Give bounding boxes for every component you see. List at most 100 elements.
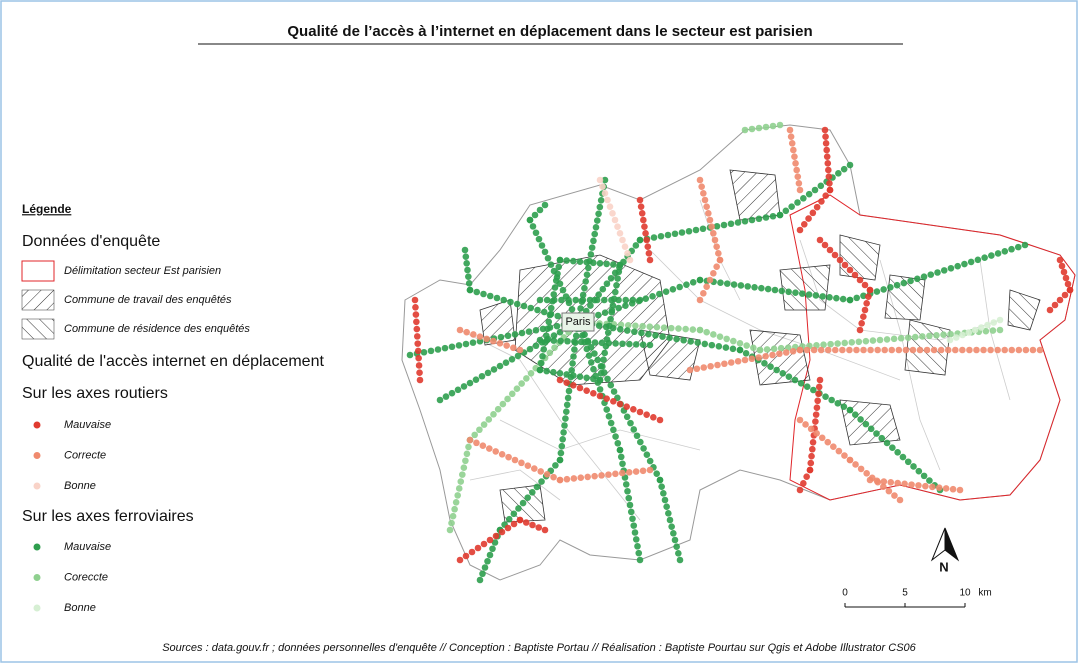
- survey-point: [1056, 256, 1064, 264]
- survey-point: [413, 325, 421, 333]
- survey-point: [860, 292, 867, 300]
- survey-point: [596, 176, 604, 184]
- survey-point: [678, 229, 686, 236]
- survey-point: [556, 370, 564, 377]
- survey-point: [485, 445, 493, 452]
- survey-point: [463, 328, 470, 336]
- survey-point: [634, 542, 641, 550]
- survey-point: [816, 236, 824, 244]
- survey-point: [476, 576, 484, 584]
- survey-point: [907, 277, 914, 285]
- survey-point: [841, 261, 849, 269]
- survey-point: [505, 453, 512, 461]
- survey-point: [504, 524, 512, 532]
- survey-point: [800, 220, 808, 228]
- survey-point: [701, 340, 709, 348]
- survey-point: [610, 426, 617, 434]
- survey-point: [479, 570, 486, 578]
- legend-dot: [33, 604, 41, 612]
- survey-point: [881, 346, 889, 354]
- survey-point: [1066, 286, 1074, 294]
- survey-point: [830, 443, 837, 450]
- survey-point: [619, 340, 626, 348]
- survey-point: [987, 346, 994, 354]
- survey-point: [716, 333, 724, 340]
- survey-point: [696, 276, 704, 284]
- survey-point: [463, 450, 471, 458]
- survey-point: [584, 264, 592, 272]
- survey-point: [862, 420, 870, 428]
- survey-point: [583, 374, 590, 382]
- survey-point: [587, 359, 595, 366]
- legend-heading: Légende: [22, 202, 72, 216]
- survey-point: [540, 308, 548, 316]
- legend-section: Qualité de l'accès internet en déplaceme…: [22, 353, 324, 370]
- survey-point: [605, 413, 613, 420]
- survey-point: [643, 451, 651, 459]
- survey-point: [866, 476, 874, 484]
- survey-point: [827, 340, 834, 348]
- survey-point: [631, 529, 639, 536]
- survey-point: [616, 230, 624, 237]
- survey-point: [822, 393, 829, 400]
- survey-point: [526, 216, 534, 224]
- survey-point: [550, 296, 558, 304]
- survey-point: [794, 199, 801, 206]
- survey-point: [926, 332, 933, 340]
- survey-point: [824, 346, 832, 354]
- survey-point: [652, 332, 659, 339]
- survey-point: [668, 523, 675, 530]
- survey-point: [722, 344, 730, 351]
- survey-point: [599, 285, 607, 293]
- survey-point: [911, 333, 919, 341]
- survey-point: [622, 481, 630, 488]
- survey-point: [510, 520, 518, 528]
- survey-point: [529, 521, 536, 529]
- survey-point: [632, 341, 640, 348]
- survey-point: [880, 478, 888, 485]
- survey-point: [556, 456, 564, 464]
- survey-point: [937, 346, 945, 354]
- survey-point: [470, 331, 477, 338]
- survey-point: [579, 296, 587, 304]
- survey-point: [420, 348, 428, 356]
- survey-point: [462, 552, 470, 560]
- survey-point: [663, 503, 670, 510]
- survey-point: [503, 342, 510, 349]
- survey-point: [632, 536, 640, 543]
- survey-point: [910, 463, 917, 470]
- survey-point: [863, 470, 870, 477]
- survey-point: [591, 350, 598, 357]
- survey-point: [586, 296, 594, 304]
- survey-point: [638, 329, 645, 337]
- survey-point: [462, 253, 470, 260]
- survey-point: [861, 281, 869, 289]
- survey-point: [518, 459, 525, 467]
- survey-point: [803, 473, 810, 480]
- survey-point: [486, 551, 494, 559]
- survey-point: [595, 322, 603, 329]
- survey-point: [543, 337, 551, 344]
- survey-point: [708, 223, 715, 230]
- survey-point: [885, 487, 893, 495]
- survey-point: [896, 496, 904, 504]
- survey-point: [796, 346, 804, 354]
- survey-point: [846, 456, 854, 464]
- survey-point: [494, 405, 502, 413]
- survey-point: [649, 293, 656, 300]
- survey-point: [572, 332, 580, 340]
- survey-point: [596, 376, 604, 384]
- survey-point: [468, 548, 476, 556]
- survey-point: [606, 203, 614, 210]
- survey-point: [559, 436, 566, 443]
- survey-point: [819, 293, 827, 300]
- survey-point: [572, 296, 580, 304]
- legend-item: Bonne: [64, 602, 96, 614]
- survey-point: [564, 394, 572, 402]
- survey-point: [563, 379, 570, 386]
- survey-point: [734, 219, 742, 226]
- survey-point: [449, 512, 457, 520]
- survey-point: [764, 285, 772, 293]
- survey-point: [629, 515, 636, 523]
- survey-point: [865, 293, 872, 300]
